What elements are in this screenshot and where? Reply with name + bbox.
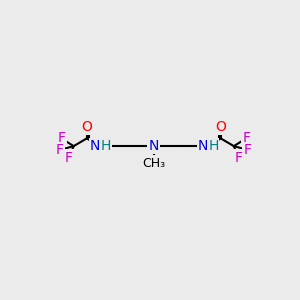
Text: H: H xyxy=(100,139,111,153)
Text: N: N xyxy=(197,139,208,153)
Text: CH₃: CH₃ xyxy=(142,157,165,169)
Text: O: O xyxy=(215,120,226,134)
Text: F: F xyxy=(235,151,242,165)
Text: N: N xyxy=(89,139,100,153)
Text: N: N xyxy=(148,139,159,153)
Text: F: F xyxy=(57,131,65,146)
Text: F: F xyxy=(56,143,64,157)
Text: F: F xyxy=(244,143,252,157)
Text: H: H xyxy=(208,139,219,153)
Text: F: F xyxy=(65,151,73,165)
Text: F: F xyxy=(242,131,250,146)
Text: O: O xyxy=(81,120,92,134)
